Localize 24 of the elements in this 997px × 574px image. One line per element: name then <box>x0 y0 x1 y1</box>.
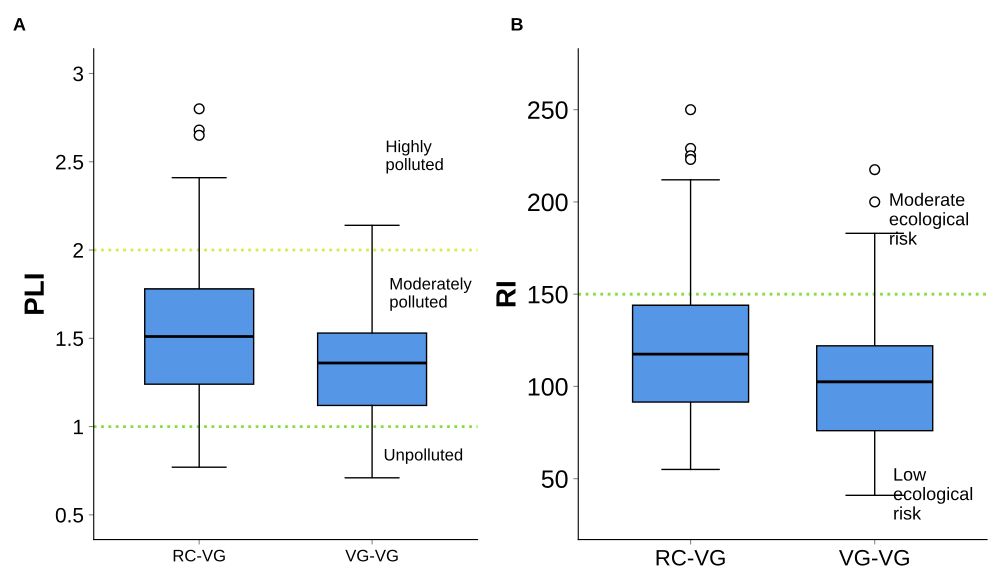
y-tick-label: 200 <box>528 194 568 212</box>
y-axis-title: PLI <box>24 274 44 314</box>
y-tick-label: 2.5 <box>56 154 84 170</box>
x-tick-label: RC-VG <box>656 550 725 566</box>
x-tick-label: VG-VG <box>839 550 909 566</box>
y-tick-label: 1.5 <box>56 332 84 346</box>
y-tick-label: 250 <box>528 101 568 119</box>
chart-title: B <box>512 18 523 30</box>
annotation: Low ecological risk <box>894 468 972 520</box>
chart-title: A <box>13 18 26 30</box>
y-tick-label: 3 <box>73 66 84 82</box>
y-axis-title: RI <box>496 282 516 306</box>
annotation: Unpolluted <box>384 448 462 464</box>
y-tick-label: 0.5 <box>56 508 84 523</box>
y-tick-label: 150 <box>528 286 568 304</box>
y-tick-label: 2 <box>73 243 83 258</box>
y-tick-label: 50 <box>542 470 568 488</box>
x-tick-label: RC-VG <box>174 550 225 562</box>
annotation: Moderate ecological risk <box>890 192 968 245</box>
y-tick-label: 1 <box>74 420 83 434</box>
annotation: Highly polluted <box>386 140 443 174</box>
annotation: Moderately polluted <box>390 277 472 311</box>
x-tick-label: VG-VG <box>345 550 398 562</box>
y-tick-label: 100 <box>528 378 568 396</box>
